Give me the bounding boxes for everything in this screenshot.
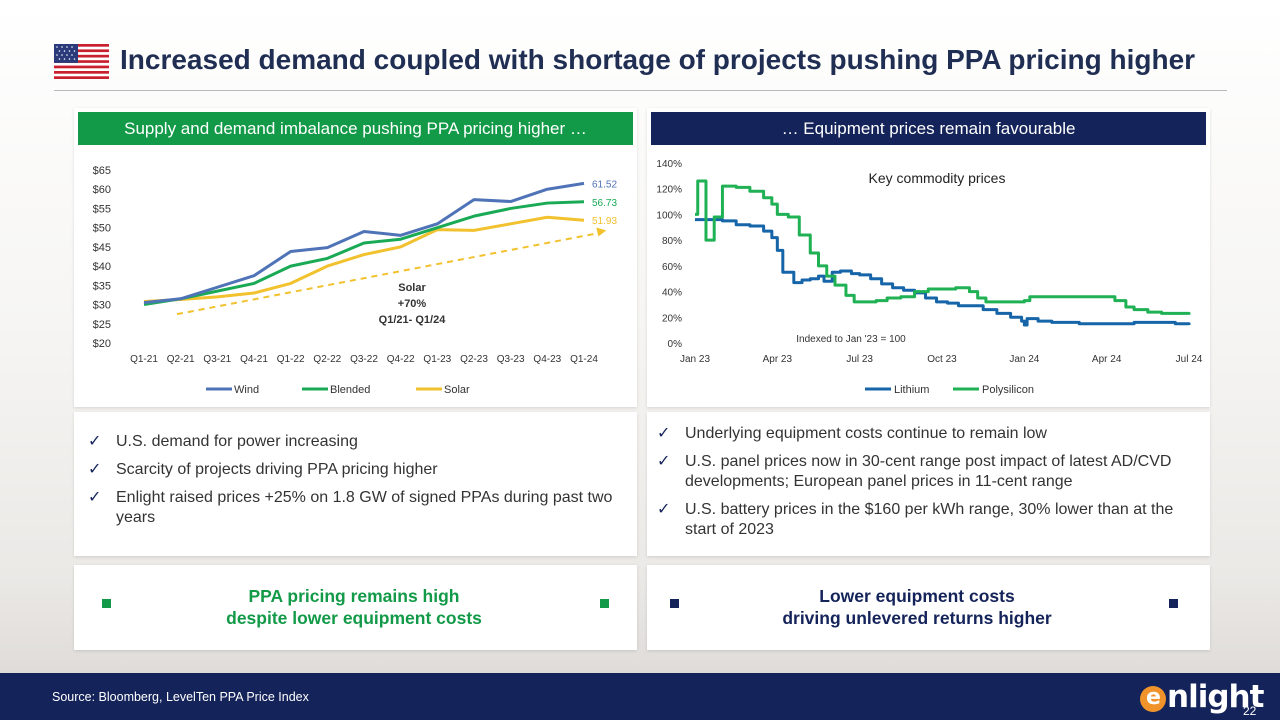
x-tick-label: Q3-22 xyxy=(350,354,378,365)
x-tick-label: Q2-22 xyxy=(313,354,341,365)
list-item: ✓ Underlying equipment costs continue to … xyxy=(657,425,1047,442)
end-value-label: 61.52 xyxy=(592,179,617,190)
x-tick-label: Apr 24 xyxy=(1092,354,1122,365)
green-square-icon xyxy=(600,599,609,608)
right-bullets-panel: ✓ Underlying equipment costs continue to … xyxy=(647,412,1210,556)
list-item: ✓ U.S. battery prices in the $160 per kWh… xyxy=(657,501,1174,538)
y-tick-label: $20 xyxy=(93,338,111,350)
x-tick-label: Q1-23 xyxy=(423,354,451,365)
y-tick-label: 60% xyxy=(662,262,682,273)
y-tick-label: 100% xyxy=(656,210,682,221)
y-tick-label: $50 xyxy=(93,223,111,235)
navy-square-icon xyxy=(1169,599,1178,608)
left-bullet-list: ✓ U.S. demand for power increasing ✓ Scarc… xyxy=(88,432,618,536)
page-number: 22 xyxy=(1243,704,1257,718)
list-item: ✓ U.S. panel prices now in 30-cent range … xyxy=(657,453,1172,490)
x-tick-label: Jul 24 xyxy=(1176,354,1203,365)
y-tick-label: 120% xyxy=(656,185,682,196)
y-tick-label: 0% xyxy=(668,339,683,350)
x-tick-label: Jan 24 xyxy=(1009,354,1039,365)
x-tick-label: Q2-21 xyxy=(167,354,195,365)
legend-label: Lithium xyxy=(894,384,929,396)
logo-e-icon: e xyxy=(1140,686,1166,712)
title-divider xyxy=(54,90,1227,91)
annotation-label: +70% xyxy=(398,298,427,310)
y-tick-label: $60 xyxy=(93,184,111,196)
series-line-solar xyxy=(143,215,585,303)
commodity-price-chart: 0% 20% 40% 60% 80% 100% 120% 140% Jan 23 Apr 23 Ju… xyxy=(656,159,1203,396)
list-item: ✓ Enlight raised prices +25% on 1.8 GW of… xyxy=(88,489,613,526)
y-tick-label: $65 xyxy=(93,165,111,177)
x-tick-label: Q4-22 xyxy=(387,354,415,365)
y-tick-label: $40 xyxy=(93,261,111,273)
legend-label: Polysilicon xyxy=(982,384,1034,396)
series-line-polysilicon xyxy=(695,179,1191,315)
left-callout-text: PPA pricing remains high despite lower e… xyxy=(226,586,482,628)
x-tick-label: Q1-22 xyxy=(277,354,305,365)
left-panel-header: Supply and demand imbalance pushing PPA … xyxy=(78,112,633,145)
right-callout-text: Lower equipment costs driving unlevered … xyxy=(782,586,1052,628)
x-tick-label: Q3-21 xyxy=(203,354,231,365)
y-tick-label: $45 xyxy=(93,242,111,254)
x-tick-label: Jul 23 xyxy=(846,354,873,365)
y-tick-label: $25 xyxy=(93,319,111,331)
annotation-label: Q1/21- Q1/24 xyxy=(379,314,447,326)
checkmark-icon: ✓ xyxy=(88,489,102,506)
y-tick-label: 20% xyxy=(662,313,682,324)
page-title: Increased demand coupled with shortage o… xyxy=(120,44,1196,75)
x-tick-label: Q1-24 xyxy=(570,354,598,365)
right-bullet-list: ✓ Underlying equipment costs continue to … xyxy=(657,424,1187,548)
x-tick-label: Jan 23 xyxy=(680,354,710,365)
end-value-label: 56.73 xyxy=(592,198,617,209)
trend-arrow-icon xyxy=(596,227,607,237)
chart-title: Key commodity prices xyxy=(869,170,1006,186)
checkmark-icon: ✓ xyxy=(657,501,671,518)
y-tick-label: $55 xyxy=(93,203,111,215)
left-bullets-panel: ✓ U.S. demand for power increasing ✓ Scarc… xyxy=(74,412,637,556)
legend-label: Wind xyxy=(234,384,259,396)
source-note: Source: Bloomberg, LevelTen PPA Price In… xyxy=(52,690,309,704)
list-item: ✓ Scarcity of projects driving PPA pricin… xyxy=(88,461,438,478)
us-flag-icon xyxy=(54,44,109,79)
y-tick-label: $30 xyxy=(93,300,111,312)
annotation-label: Solar xyxy=(398,282,426,294)
green-square-icon xyxy=(102,599,111,608)
x-tick-label: Q3-23 xyxy=(497,354,525,365)
legend-label: Blended xyxy=(330,384,370,396)
y-tick-label: 80% xyxy=(662,236,682,247)
legend-label: Solar xyxy=(444,384,470,396)
left-chart-panel: Supply and demand imbalance pushing PPA … xyxy=(74,108,637,407)
series-line-wind xyxy=(143,181,585,305)
checkmark-icon: ✓ xyxy=(657,453,671,470)
x-tick-label: Q4-23 xyxy=(533,354,561,365)
x-tick-label: Apr 23 xyxy=(763,354,793,365)
series-line-lithium xyxy=(695,218,1191,327)
checkmark-icon: ✓ xyxy=(88,461,102,478)
enlight-logo: e nlight xyxy=(1140,679,1264,715)
list-item: ✓ U.S. demand for power increasing xyxy=(88,433,358,450)
x-tick-label: Q2-23 xyxy=(460,354,488,365)
left-callout-panel: PPA pricing remains high despite lower e… xyxy=(74,565,637,650)
series-line-blended xyxy=(143,200,585,307)
end-value-label: 51.93 xyxy=(592,216,617,227)
solar-trend-line xyxy=(176,232,597,316)
ppa-price-chart: $20 $25 $30 $35 $40 $45 $50 $55 $60 $65 Q1-21 Q2-21… xyxy=(93,165,618,396)
y-tick-label: 40% xyxy=(662,288,682,299)
index-note: Indexed to Jan '23 = 100 xyxy=(796,334,906,345)
x-tick-label: Q1-21 xyxy=(130,354,158,365)
right-panel-header: … Equipment prices remain favourable xyxy=(651,112,1206,145)
x-tick-label: Oct 23 xyxy=(927,354,957,365)
navy-square-icon xyxy=(670,599,679,608)
checkmark-icon: ✓ xyxy=(88,433,102,450)
right-callout-panel: Lower equipment costs driving unlevered … xyxy=(647,565,1210,650)
y-tick-label: $35 xyxy=(93,280,111,292)
y-tick-label: 140% xyxy=(656,159,682,170)
footer-bar: Source: Bloomberg, LevelTen PPA Price In… xyxy=(0,673,1280,720)
checkmark-icon: ✓ xyxy=(657,425,671,442)
right-chart-panel: … Equipment prices remain favourable 0% 2… xyxy=(647,108,1210,407)
x-tick-label: Q4-21 xyxy=(240,354,268,365)
